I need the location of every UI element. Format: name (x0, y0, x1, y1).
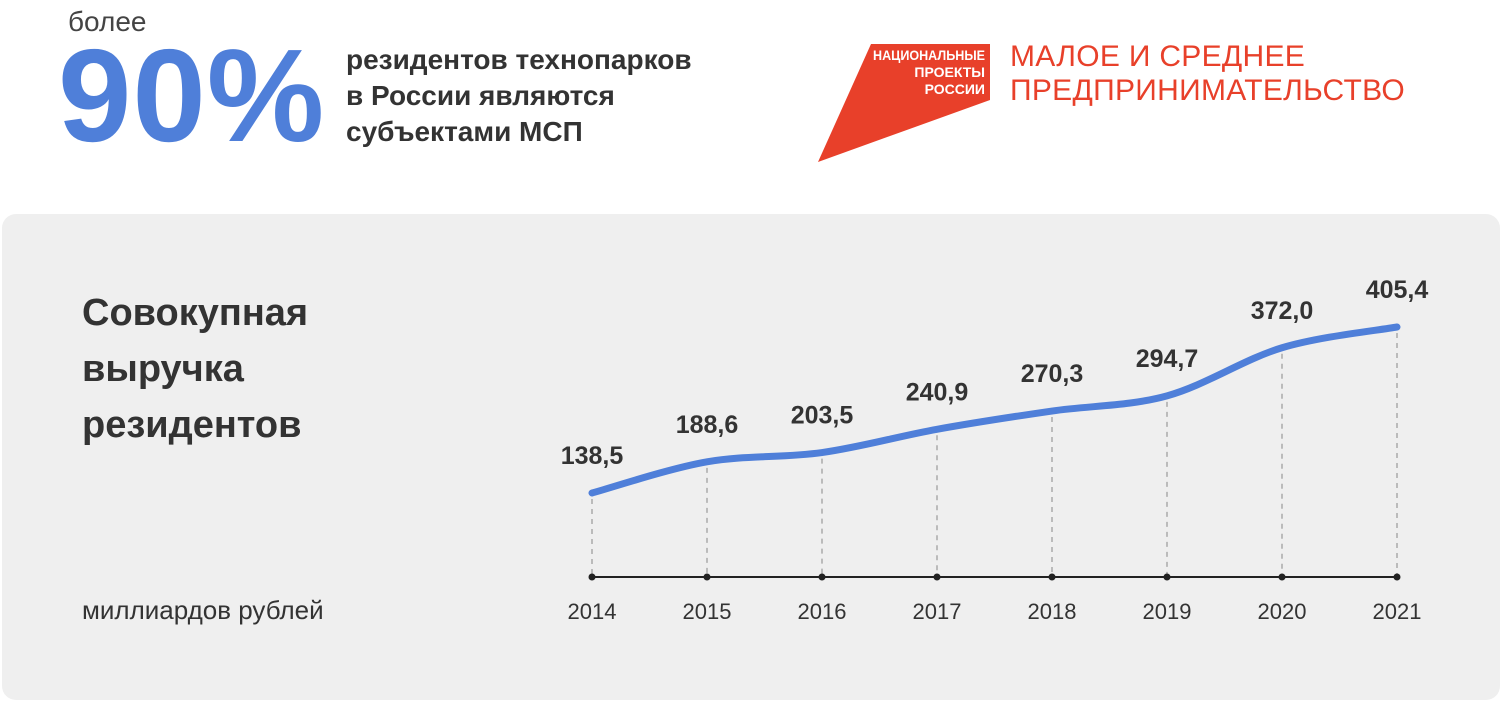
logo-wordmark-line: НАЦИОНАЛЬНЫЕ (873, 47, 985, 63)
statement-text: резидентов технопарков в России являются… (346, 42, 692, 150)
axis-tick-dot (1163, 573, 1171, 581)
logo-title: МАЛОЕ И СРЕДНЕЕ ПРЕДПРИНИМАТЕЛЬСТВО (1010, 40, 1405, 108)
national-projects-logo: НАЦИОНАЛЬНЫЕ ПРОЕКТЫ РОССИИ (818, 44, 990, 162)
chart-title-line: Совокупная (82, 292, 309, 334)
data-label: 188,6 (676, 411, 739, 439)
data-label: 372,0 (1251, 297, 1314, 325)
x-tick-label: 2018 (1028, 599, 1077, 624)
statement-line: субъектами МСП (346, 116, 583, 147)
x-tick-label: 2017 (913, 599, 962, 624)
data-label: 138,5 (561, 442, 624, 470)
chart-title-line: резидентов (82, 404, 302, 446)
axis-tick-dot (1048, 573, 1056, 581)
axis-tick-dot (1278, 573, 1286, 581)
x-tick-label: 2020 (1258, 599, 1307, 624)
chart-units: миллиардов рублей (82, 595, 324, 625)
axis-tick-dot (1393, 573, 1401, 581)
chart-title: Совокупная выручка резидентов (82, 285, 308, 453)
x-tick-label: 2019 (1143, 599, 1192, 624)
x-tick-label: 2015 (683, 599, 732, 624)
prefix-text: более (68, 6, 147, 37)
logo-red-shape (818, 44, 990, 162)
x-tick-label: 2014 (568, 599, 617, 624)
statement-line: в России являются (346, 80, 615, 111)
axis-tick-dot (588, 573, 596, 581)
x-tick-label: 2016 (798, 599, 847, 624)
logo-title-line: МАЛОЕ И СРЕДНЕЕ (1010, 40, 1306, 73)
logo-wordmark-line: ПРОЕКТЫ (914, 64, 985, 80)
data-label: 203,5 (791, 402, 854, 430)
data-label: 294,7 (1136, 345, 1199, 373)
x-tick-label: 2021 (1373, 599, 1422, 624)
statement-line: резидентов технопарков (346, 44, 692, 75)
axis-tick-dot (933, 573, 941, 581)
logo-title-line: ПРЕДПРИНИМАТЕЛЬСТВО (1010, 74, 1406, 107)
axis-tick-dot (818, 573, 826, 581)
big-percent-value: 90% (58, 22, 326, 169)
data-label: 405,4 (1366, 276, 1429, 304)
data-label: 240,9 (906, 378, 969, 406)
chart-title-line: выручка (82, 348, 244, 390)
series-line (588, 323, 1401, 497)
axis-tick-dot (703, 573, 711, 581)
data-label: 270,3 (1021, 360, 1084, 388)
logo-wordmark-line: РОССИИ (925, 81, 985, 97)
